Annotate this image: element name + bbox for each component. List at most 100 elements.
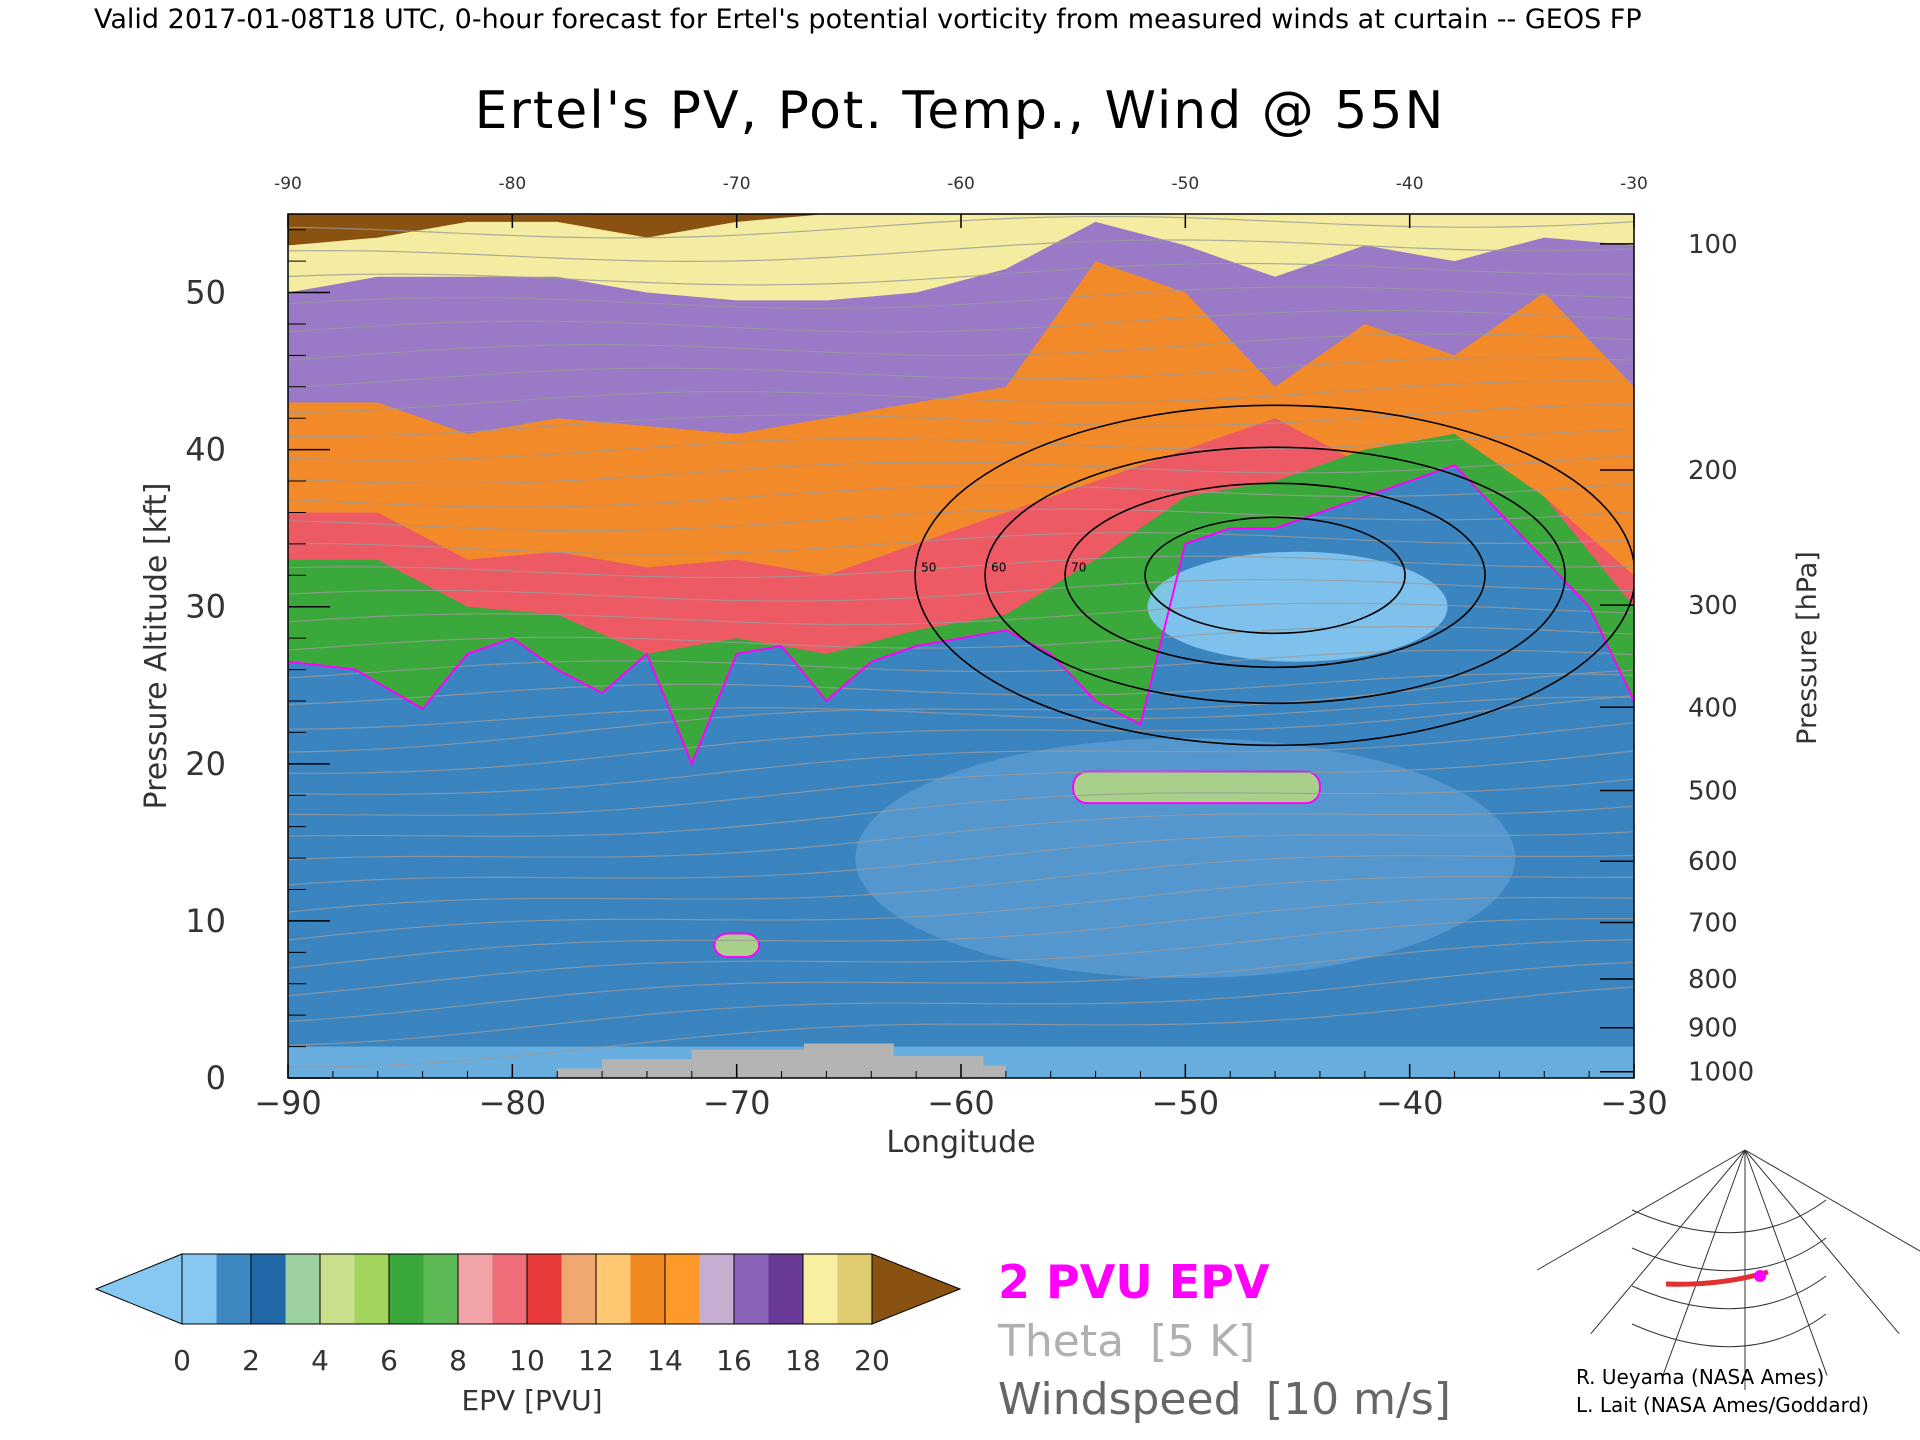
theta-contour: [288, 778, 1634, 837]
theta-contour: [288, 896, 1634, 969]
axes: −90 -90 −80 -80 −70 -70 −60 -60 −50 -50 −40 -40 −30 -…: [185, 174, 1754, 1122]
colorbar-swatch: [803, 1254, 838, 1324]
pressure-tick-label: 900: [1688, 1014, 1738, 1044]
theta-contour: [288, 722, 1634, 795]
theta-contour: [486, 214, 625, 216]
inset-graticule: [1631, 1199, 1827, 1234]
inset-graticule: [1631, 1237, 1827, 1272]
pv-2pvu-contour: [288, 464, 1634, 767]
inset-meridian: [1744, 1149, 1828, 1376]
legend-theta: Theta: [997, 1316, 1124, 1367]
x-top-tick-label: -70: [723, 174, 751, 194]
pressure-tick-label: 500: [1688, 777, 1738, 807]
wind-contour: [914, 404, 1634, 747]
x-tick-label: −50: [1152, 1084, 1220, 1122]
x-top-tick-label: -80: [498, 174, 526, 194]
colorbar-swatch: [182, 1254, 217, 1324]
credit-line-2: L. Lait (NASA Ames/Goddard): [1576, 1393, 1869, 1417]
x-tick-label: −30: [1600, 1084, 1668, 1122]
colorbar-swatch: [285, 1254, 321, 1324]
wind-contour: [984, 446, 1566, 705]
legend-wind: Windspeed: [998, 1374, 1242, 1425]
theta-contour: [288, 669, 1634, 753]
pressure-tick-label: 200: [1688, 456, 1738, 486]
pv-minimum-region: [1147, 551, 1448, 662]
theta-contour: [288, 918, 1634, 997]
theta-contour: [288, 309, 1634, 333]
pressure-tick-label: 600: [1688, 847, 1738, 877]
pressure-tick-label: 700: [1688, 908, 1738, 938]
theta-contour: [288, 380, 1634, 414]
colorbar-tick-label: 16: [716, 1344, 752, 1377]
colorbar-swatch: [768, 1254, 804, 1324]
colorbar-tick-label: 4: [311, 1344, 329, 1377]
y-tick-label: 10: [185, 902, 226, 940]
colorbar-swatch: [596, 1254, 631, 1324]
wind-contour-label: 70: [1071, 560, 1086, 574]
colorbar-tick-label: 8: [449, 1344, 467, 1377]
x-top-tick-label: -30: [1620, 174, 1648, 194]
colorbar-tick-label: 2: [242, 1344, 260, 1377]
theta-contour: [288, 483, 1634, 508]
colorbar-swatch: [630, 1254, 666, 1324]
theta-contour: [288, 854, 1634, 913]
legend: 2 PVU EPV Theta [5 K] Windspeed [10 m/s]: [997, 1255, 1451, 1425]
theta-contour: [288, 578, 1634, 602]
x-tick-label: −70: [703, 1084, 771, 1122]
theta-contour: [288, 939, 1634, 1022]
x-top-tick-label: -90: [274, 174, 302, 194]
colorbar-swatch: [458, 1254, 493, 1324]
x-axis-label: Longitude: [886, 1125, 1035, 1160]
wind-contour: [1144, 516, 1406, 635]
colorbar-tick-label: 12: [578, 1344, 614, 1377]
colorbar-swatch: [320, 1254, 355, 1324]
theta-contour: [288, 428, 1634, 461]
inset-marker: [1754, 1270, 1766, 1282]
theta-contour: [288, 695, 1634, 775]
theta-contour: [288, 333, 1634, 361]
colorbar-swatch: [251, 1254, 286, 1324]
terrain-block: [691, 1049, 804, 1078]
colorbar-swatch: [389, 1254, 424, 1324]
legend-theta-unit: [5 K]: [1150, 1316, 1255, 1367]
inset-meridian: [1744, 1149, 1920, 1252]
y-tick-label: 50: [185, 274, 226, 312]
colorbar-swatch: [354, 1254, 390, 1324]
x-top-tick-label: -60: [947, 174, 975, 194]
colorbar-swatch: [665, 1254, 700, 1324]
theta-contour: [288, 696, 1634, 730]
colorbar-swatch: [216, 1254, 252, 1324]
colorbar-tick-label: 0: [173, 1344, 191, 1377]
terrain-block: [983, 1065, 1006, 1078]
theta-contour: [288, 531, 1634, 555]
inset-graticule: [1631, 1313, 1827, 1348]
x-top-tick-label: -50: [1171, 174, 1199, 194]
theta-contour: [288, 986, 1634, 1068]
colorbar-swatch: [423, 1254, 459, 1324]
theta-contour: [288, 750, 1634, 816]
inset-meridian: [1662, 1149, 1746, 1376]
colorbar-tick-label: 20: [854, 1344, 890, 1377]
y-tick-label: 20: [185, 745, 226, 783]
terrain-block: [893, 1056, 984, 1078]
chart-title: Ertel's PV, Pot. Temp., Wind @ 55N: [475, 81, 1446, 141]
legend-wind-unit: [10 m/s]: [1266, 1374, 1451, 1425]
y-axis-label: Pressure Altitude [kft]: [139, 483, 174, 810]
colorbar-swatch: [561, 1254, 597, 1324]
pressure-tick-label: 100: [1688, 230, 1738, 260]
legend-epv: 2 PVU EPV: [998, 1255, 1270, 1309]
colorbar-label: EPV [PVU]: [461, 1384, 602, 1417]
theta-contour: [288, 831, 1634, 886]
y-tick-label: 30: [185, 588, 226, 626]
inset-map: [1536, 1149, 1920, 1390]
colorbar-swatch: [492, 1254, 528, 1324]
inset-meridian: [1590, 1149, 1746, 1335]
inset-graticule: [1631, 1275, 1827, 1310]
colorbar-under-arrow: [94, 1253, 183, 1325]
theta-contour: [288, 508, 1634, 532]
theta-contour: [288, 286, 1634, 310]
terrain-block: [557, 1068, 603, 1078]
theta-contour: [288, 602, 1634, 626]
pressure-tick-label: 800: [1688, 965, 1738, 995]
